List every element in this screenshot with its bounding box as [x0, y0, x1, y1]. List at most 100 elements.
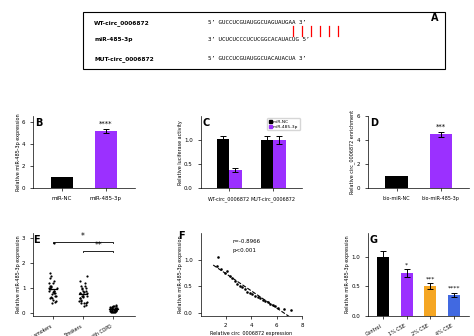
Point — [79, 293, 86, 298]
Bar — [401, 273, 413, 316]
Point — [111, 308, 119, 314]
Point — [287, 308, 294, 313]
Point — [82, 301, 90, 306]
Bar — [385, 176, 408, 188]
Point — [244, 289, 251, 294]
Point — [254, 294, 261, 300]
Point — [269, 302, 276, 308]
Point — [51, 291, 58, 296]
Point — [82, 281, 89, 286]
Text: *: * — [405, 262, 408, 267]
Text: ****: **** — [217, 160, 229, 165]
Text: D: D — [370, 118, 378, 128]
Y-axis label: Relative miR-485-3p expression: Relative miR-485-3p expression — [345, 236, 350, 313]
X-axis label: Relative circ_0006872 expression: Relative circ_0006872 expression — [210, 330, 292, 336]
Point — [49, 289, 57, 295]
Point — [112, 303, 120, 308]
Text: ****: **** — [99, 121, 113, 127]
Point — [281, 306, 288, 311]
Point — [82, 286, 90, 291]
Point — [46, 281, 53, 286]
Point — [241, 286, 249, 292]
Point — [106, 306, 114, 311]
Point — [51, 291, 58, 296]
Point — [108, 307, 116, 313]
Bar — [429, 134, 452, 188]
Point — [109, 306, 116, 311]
Text: 5’ GUCCUCGUAUGGCUAGUAUGAA 3’: 5’ GUCCUCGUAUGGCUAGUAUGAA 3’ — [208, 20, 306, 25]
Point — [48, 301, 55, 306]
Text: 5’ GUCCUCGUAUGGCUACAUACUA 3’: 5’ GUCCUCGUAUGGCUACAUACUA 3’ — [208, 56, 306, 61]
Point — [226, 273, 234, 279]
Point — [46, 288, 53, 293]
Point — [50, 240, 57, 246]
Text: C: C — [203, 118, 210, 128]
Point — [46, 287, 54, 292]
Point — [223, 269, 231, 274]
Point — [213, 263, 221, 269]
Point — [80, 303, 88, 308]
Legend: miR-NC, miR-485-3p: miR-NC, miR-485-3p — [267, 118, 300, 130]
Point — [46, 286, 53, 291]
Y-axis label: Relative miR-485-3p expression: Relative miR-485-3p expression — [16, 113, 21, 191]
Point — [111, 307, 118, 312]
Point — [256, 295, 264, 301]
Point — [50, 288, 57, 293]
Text: ***: *** — [426, 277, 435, 282]
Point — [246, 290, 254, 296]
Point — [46, 286, 54, 291]
Point — [50, 278, 57, 283]
Point — [53, 293, 60, 298]
Point — [83, 299, 91, 305]
Point — [76, 291, 84, 296]
Point — [80, 301, 88, 306]
Text: G: G — [369, 236, 377, 245]
Point — [83, 291, 91, 296]
Point — [47, 273, 55, 278]
FancyBboxPatch shape — [83, 12, 445, 69]
Point — [81, 289, 88, 295]
Point — [113, 305, 121, 310]
Point — [234, 281, 241, 286]
Point — [108, 304, 116, 310]
Point — [51, 299, 59, 305]
Point — [112, 304, 119, 309]
Text: A: A — [431, 13, 439, 23]
Point — [251, 293, 259, 299]
Text: miR-485-3p: miR-485-3p — [94, 37, 133, 42]
Point — [77, 283, 84, 288]
Point — [107, 304, 114, 309]
Point — [47, 284, 55, 290]
Point — [76, 278, 84, 283]
Bar — [377, 257, 389, 316]
Text: *: * — [81, 232, 85, 241]
Point — [109, 305, 116, 311]
Text: 3’ UCUCUCCCUCUCGGCACAUACUG 5’: 3’ UCUCUCCCUCUCGGCACAUACUG 5’ — [208, 37, 309, 42]
Point — [110, 303, 118, 308]
Point — [49, 281, 57, 286]
Point — [108, 310, 116, 315]
Point — [106, 307, 114, 312]
Point — [76, 296, 84, 301]
Point — [266, 301, 274, 306]
Point — [47, 283, 55, 288]
Point — [46, 296, 54, 301]
Point — [50, 288, 57, 293]
Point — [214, 254, 222, 260]
Bar — [424, 286, 436, 316]
Point — [112, 307, 119, 312]
Point — [106, 306, 114, 311]
Text: E: E — [33, 235, 40, 245]
Point — [76, 296, 83, 301]
Point — [264, 300, 272, 305]
Text: r=-0.8966: r=-0.8966 — [233, 239, 261, 244]
Point — [236, 284, 244, 289]
Point — [112, 308, 119, 313]
Point — [82, 302, 90, 307]
Point — [108, 308, 115, 313]
Point — [83, 273, 91, 278]
Point — [259, 297, 266, 302]
Text: ***: *** — [436, 123, 446, 129]
Point — [111, 309, 119, 314]
Point — [77, 301, 85, 306]
